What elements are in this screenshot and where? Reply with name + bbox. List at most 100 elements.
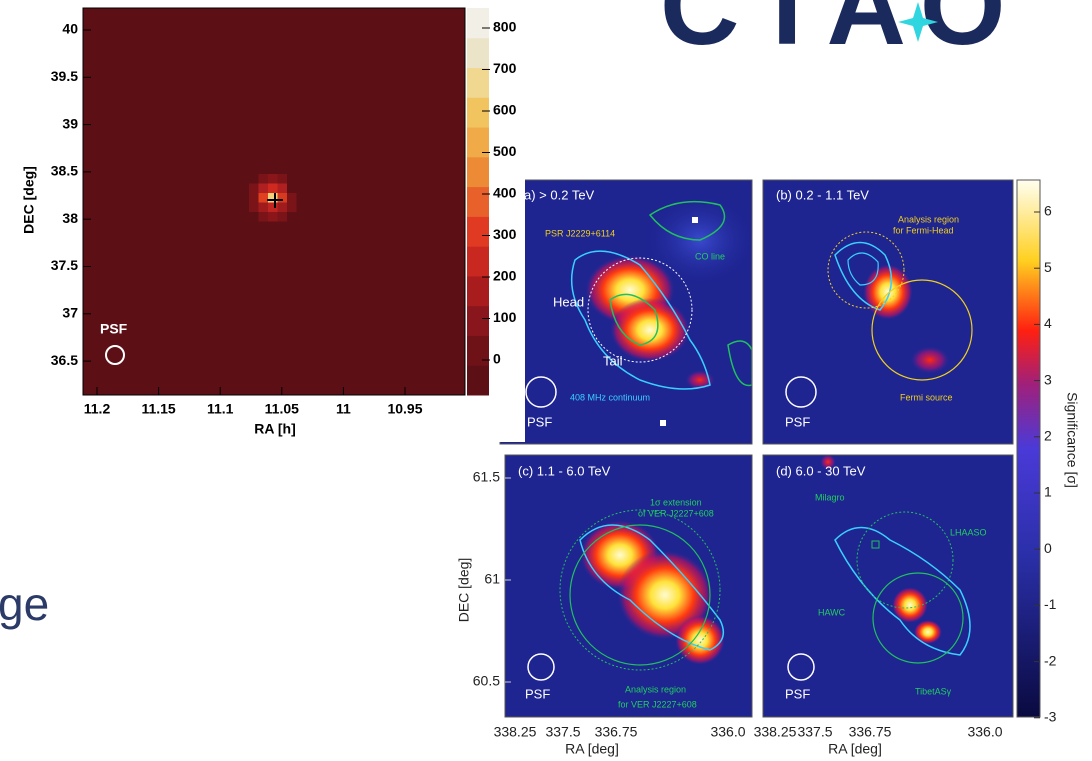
panel-title: (b) 0.2 - 1.1 TeV	[776, 187, 869, 202]
y-axis-label: DEC [deg]	[456, 558, 472, 623]
colorbar-step	[467, 365, 489, 396]
psf-circle	[787, 653, 815, 681]
radio-contour	[579, 524, 725, 651]
x-tick-label: 11.2	[84, 401, 111, 417]
heatmap-cell	[268, 193, 278, 203]
annotation: HAWC	[818, 607, 846, 617]
y-tick-label: 39.5	[51, 68, 78, 84]
heatmap-cell	[258, 193, 268, 203]
frame	[762, 179, 1014, 445]
marker	[692, 217, 698, 223]
panel-c	[505, 455, 752, 717]
colorbar-step	[467, 305, 489, 336]
y-tick-label: 37.5	[51, 257, 78, 273]
psf-circle	[527, 653, 555, 681]
region-circle	[559, 509, 721, 671]
panel-d	[763, 455, 1013, 717]
colorbar-step	[467, 275, 489, 307]
annotation: Milagro	[815, 492, 845, 502]
colorbar-tick-label: 0	[493, 351, 501, 367]
x-axis-label: RA [deg]	[565, 741, 619, 757]
y-axis-label: DEC [deg]	[21, 166, 37, 234]
logo-star	[898, 2, 938, 42]
y-ticks: 40 39.5 39 38.5 38 37.5 37 36.5	[51, 21, 91, 368]
panel-a	[500, 180, 752, 444]
emission	[914, 620, 942, 644]
colorbar-tick-label: 6	[1044, 203, 1052, 219]
heatmap-cell	[249, 202, 259, 212]
x-tick-label: 336.75	[849, 724, 892, 740]
colorbar-step	[467, 335, 489, 366]
logo: CTAO	[660, 0, 1019, 68]
y-tick-label: 61	[484, 571, 500, 587]
annotation: Tail	[603, 353, 623, 368]
x-tick-label: 337.5	[797, 724, 832, 740]
annotation: 408 MHz continuum	[570, 392, 650, 402]
emission	[892, 587, 928, 623]
y-tick-label: 38.5	[51, 163, 78, 179]
heatmap-cell	[287, 202, 297, 212]
psf-circle	[105, 345, 125, 365]
frame	[504, 454, 753, 718]
heatmap-cell	[258, 174, 268, 184]
heatmap-cell	[277, 212, 287, 222]
panel-bg	[763, 455, 1013, 717]
colorbar-tick-label: 2	[1044, 428, 1052, 444]
x-tick-label: 11	[336, 401, 351, 417]
heatmap-cell	[258, 202, 268, 212]
y-tick-label: 37	[62, 305, 78, 321]
colorbar-tick-label: 200	[493, 268, 517, 284]
colorbar-tick-label: 5	[1044, 259, 1052, 275]
heatmap-cell	[258, 183, 268, 193]
y-tick-label: 61.5	[473, 469, 500, 485]
panel-title: (d) 6.0 - 30 TeV	[776, 463, 866, 478]
extension-circle	[569, 524, 711, 666]
x-ticks: 11.2 11.15 11.1 11.05 11 10.95	[84, 387, 423, 417]
hotspot	[249, 174, 297, 222]
emission	[863, 264, 913, 320]
annotation: LHAASO	[950, 527, 987, 537]
psf-circle	[525, 376, 557, 408]
psf-label: PSF	[527, 414, 552, 429]
y-tick-label: 40	[62, 21, 78, 37]
radio-contour	[847, 252, 879, 286]
significance-colorbar	[1016, 179, 1041, 718]
annotation: of VER J2227+608	[638, 508, 714, 518]
heatmap-cell	[268, 183, 278, 193]
x-tick-label: 336.0	[967, 724, 1002, 740]
annotation: for VER J2227+608	[618, 699, 697, 709]
psf-label: PSF	[100, 321, 128, 337]
y-ticks: 61.5 61 60.5	[473, 469, 511, 689]
fermi-circle	[871, 279, 973, 381]
colorbar-ticks: 800 700 600 500 400 300 200 100 0	[482, 19, 517, 367]
heatmap-colorbar	[467, 8, 489, 396]
x-tick-label: 338.25	[754, 724, 797, 740]
radio-contour	[570, 250, 711, 390]
annotation: PSR J2229+6114	[545, 228, 615, 238]
colorbar-tick-label: 4	[1044, 315, 1052, 331]
colorbar-step	[467, 186, 489, 217]
annotation: Head	[553, 294, 584, 309]
colorbar-tick-label: 800	[493, 19, 517, 35]
heatmap-cell	[277, 193, 287, 203]
y-tick-label: 39	[62, 115, 78, 131]
x-tick-label: 336.0	[710, 724, 745, 740]
x-tick-label: 11.1	[207, 401, 234, 417]
slide-title-fragment: ge	[0, 578, 49, 630]
colorbar-step	[467, 216, 489, 247]
heatmap-cell	[287, 193, 297, 203]
colorbar-label: Significance [σ]	[1064, 392, 1080, 488]
x-tick-label: 11.05	[265, 401, 299, 417]
heatmap-cell	[249, 193, 259, 203]
colorbar-step	[467, 156, 489, 188]
frame	[762, 454, 1014, 718]
tibet-circle	[872, 572, 964, 664]
colorbar-step	[467, 37, 489, 69]
x-ticks: 338.25 337.5 336.75 336.0 338.25 337.5 336.75 3…	[494, 724, 1003, 740]
psf-label: PSF	[525, 686, 550, 701]
emission	[617, 550, 713, 640]
colorbar-tick-label: 400	[493, 185, 517, 201]
co-contour	[727, 340, 752, 387]
emission	[610, 298, 690, 362]
